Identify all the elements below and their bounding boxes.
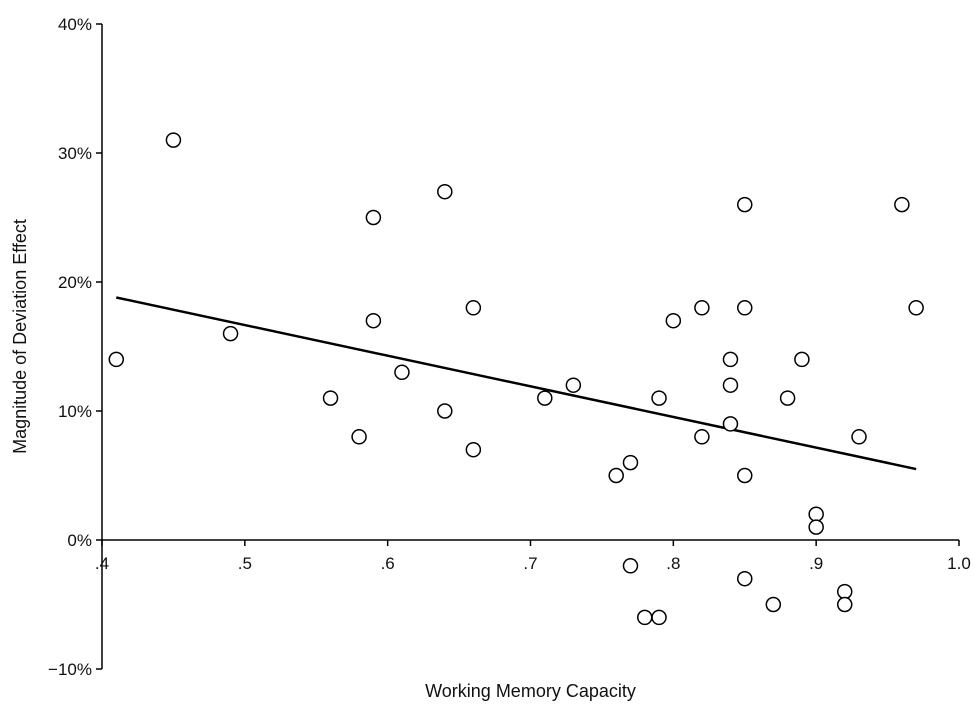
data-point xyxy=(222,325,239,342)
data-point xyxy=(537,390,553,406)
data-point xyxy=(322,390,339,406)
data-point xyxy=(722,351,739,368)
data-point xyxy=(651,390,667,406)
x-tick-label: .5 xyxy=(238,554,252,573)
x-tick-label: .8 xyxy=(666,554,680,573)
data-point xyxy=(836,596,853,613)
data-points xyxy=(108,132,924,626)
x-tick-label: .9 xyxy=(809,554,823,573)
data-point xyxy=(665,312,682,329)
data-point xyxy=(365,209,382,226)
data-point xyxy=(737,300,753,316)
data-point xyxy=(694,429,710,445)
data-point xyxy=(894,196,910,213)
data-point xyxy=(622,454,639,471)
y-axis-title: Magnitude of Deviation Effect xyxy=(10,219,30,454)
data-point xyxy=(437,403,453,419)
data-point xyxy=(836,583,853,600)
y-tick-label: 10% xyxy=(58,402,92,421)
y-tick-label: 0% xyxy=(67,531,92,550)
x-tick-label: 1.0 xyxy=(947,554,971,573)
data-point xyxy=(908,300,924,316)
data-point xyxy=(651,609,667,626)
y-axis: −10% 0% 10% 20% 30% 40% xyxy=(48,15,103,679)
x-tick-label: .6 xyxy=(381,554,395,573)
regression-line xyxy=(116,296,917,471)
x-axis-title: Working Memory Capacity xyxy=(425,681,636,701)
data-point xyxy=(365,312,382,329)
data-point xyxy=(765,596,782,613)
y-tick-label: 20% xyxy=(58,273,92,292)
data-point xyxy=(737,196,753,213)
trendline-layer xyxy=(116,296,917,471)
data-point xyxy=(637,609,653,626)
data-point xyxy=(608,467,624,484)
data-point xyxy=(351,429,367,445)
y-tick-label: 40% xyxy=(58,15,92,34)
data-point xyxy=(779,390,796,406)
data-point xyxy=(722,416,739,432)
y-tick-label: −10% xyxy=(48,660,92,679)
data-point xyxy=(394,364,410,381)
data-point xyxy=(722,377,739,393)
data-point xyxy=(808,519,824,535)
data-point xyxy=(808,506,824,522)
data-point xyxy=(622,558,639,574)
y-tick-label: 30% xyxy=(58,144,92,163)
data-point xyxy=(851,429,867,445)
data-point xyxy=(108,351,125,368)
data-point xyxy=(794,351,810,368)
data-point xyxy=(437,183,453,200)
data-point xyxy=(737,467,753,484)
data-point xyxy=(465,300,482,316)
data-point xyxy=(465,441,482,458)
x-tick-label: .7 xyxy=(523,554,537,573)
data-point xyxy=(565,377,582,393)
x-axis: .4 .5 .6 .7 .8 .9 1.0 xyxy=(95,539,971,573)
x-tick-label: .4 xyxy=(95,554,109,573)
data-point xyxy=(737,570,753,587)
data-point xyxy=(165,132,182,148)
data-point xyxy=(694,300,710,316)
